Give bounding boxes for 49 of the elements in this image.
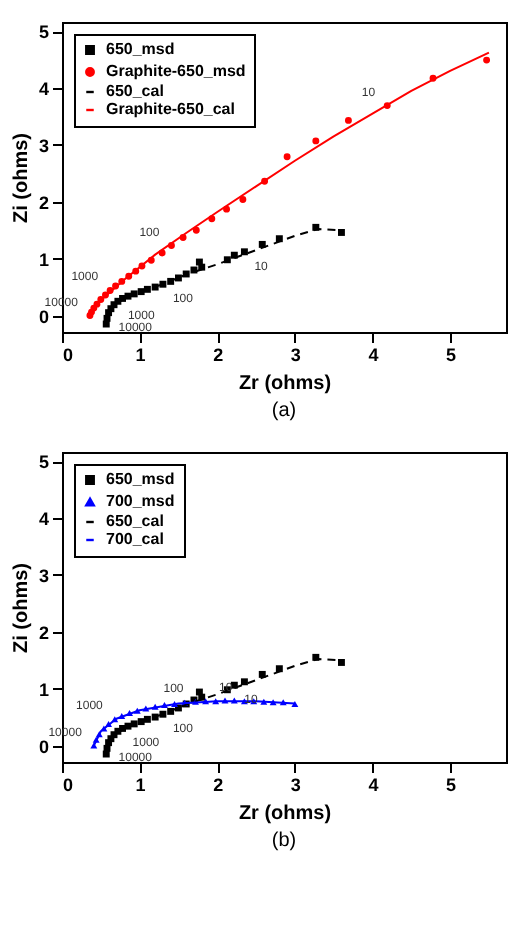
x-tick-label: 2 (213, 775, 224, 795)
y-tick-label: 3 (38, 565, 49, 586)
x-tick-label: 5 (446, 775, 457, 795)
point (337, 658, 345, 666)
point (240, 248, 248, 256)
point (337, 228, 345, 236)
y-tick-label: 5 (38, 452, 49, 473)
point (312, 137, 320, 145)
x-tick-label: 0 (63, 345, 74, 365)
y-tick-label: 1 (38, 249, 49, 270)
point (192, 226, 200, 234)
x-tick-label: 0 (63, 775, 74, 795)
x-axis-title: Zr (ohms) (238, 803, 332, 825)
x-tick-label: 4 (368, 345, 379, 365)
x-tick-label: 1 (135, 775, 146, 795)
x-tick-label: 5 (446, 345, 457, 365)
legend-label: 650_msd (106, 470, 175, 488)
y-tick-label: 1 (38, 679, 49, 700)
legend-label: Graphite-650_cal (106, 100, 235, 118)
x-tick-label: 4 (368, 775, 379, 795)
y-tick-label: 0 (38, 306, 49, 327)
point (239, 196, 247, 203)
y-tick-label: 4 (38, 78, 49, 99)
x-tick-label: 2 (213, 345, 224, 365)
x-axis-title: Zr (ohms) (238, 373, 332, 395)
text: (b) (271, 830, 297, 852)
y-tick-label: 4 (38, 508, 49, 529)
point (174, 274, 182, 282)
text: (a) (271, 400, 297, 422)
point (240, 678, 248, 686)
legend-label: Graphite-650_msd (106, 62, 246, 80)
legend-label: 700_msd (106, 492, 175, 510)
legend-label: 700_cal (106, 530, 164, 548)
point (283, 153, 291, 161)
x-tick-label: 1 (135, 345, 146, 365)
y-axis-title: Zi (ohms) (10, 133, 33, 223)
legend-label: 650_cal (106, 512, 164, 530)
point (344, 116, 352, 124)
y-tick-label: 2 (38, 622, 49, 643)
y-tick-label: 2 (38, 192, 49, 213)
y-tick-label: 0 (38, 736, 49, 757)
y-tick-label: 3 (38, 135, 49, 156)
x-tick-label: 3 (290, 345, 301, 365)
legend-label: 650_msd (106, 40, 175, 58)
y-tick-label: 5 (38, 22, 49, 43)
y-axis-title: Zi (ohms) (10, 563, 33, 653)
point (483, 56, 491, 64)
legend-label: 650_cal (106, 82, 164, 100)
x-tick-label: 3 (290, 775, 301, 795)
